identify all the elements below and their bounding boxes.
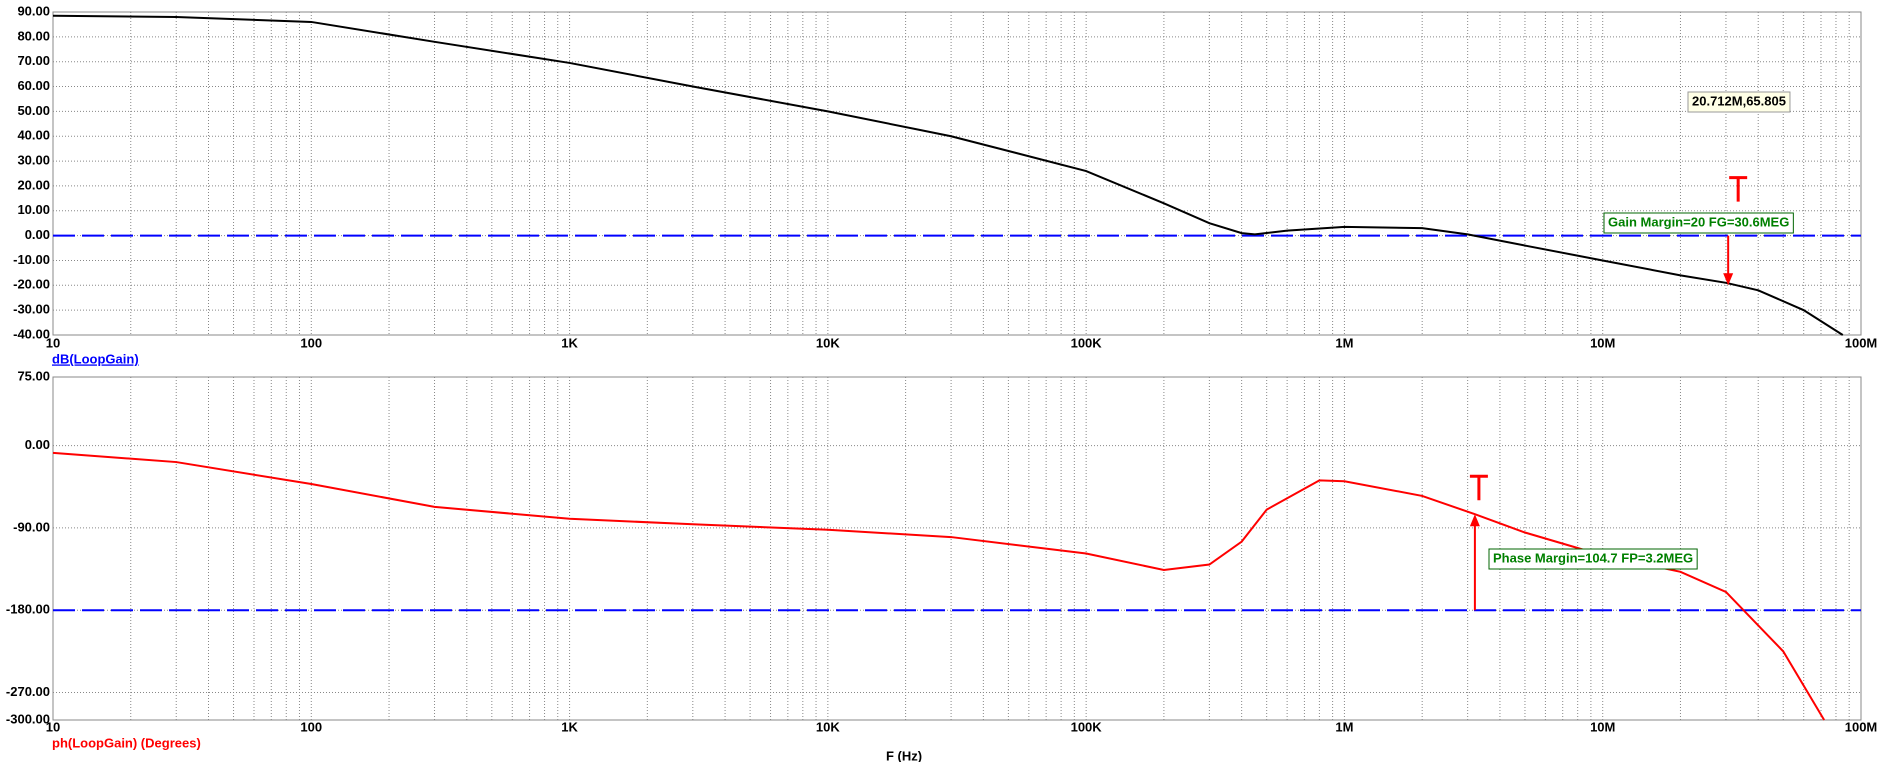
x-tick-label: 100: [300, 719, 322, 734]
cursor-icon: [1469, 474, 1488, 501]
x-tick-label: 100M: [1845, 719, 1878, 734]
y-tick-label: 40.00: [17, 128, 50, 143]
y-tick-label: 75.00: [17, 368, 50, 383]
annotation: Phase Margin=104.7 FP=3.2MEG: [1488, 548, 1698, 570]
y-tick-label: -90.00: [13, 519, 50, 534]
annotation-text: 20.712M,65.805: [1692, 93, 1786, 108]
x-tick-label: 1M: [1335, 719, 1353, 734]
x-tick-label: 1M: [1335, 335, 1353, 350]
y-tick-label: -10.00: [13, 252, 50, 267]
annotation-text: Gain Margin=20 FG=30.6MEG: [1608, 214, 1789, 229]
plot-frame: [52, 376, 1862, 721]
x-tick-label: 100K: [1071, 719, 1103, 734]
x-tick-label: 10K: [816, 719, 840, 734]
x-tick-label: 10K: [816, 335, 840, 350]
annotation-box: [1603, 212, 1794, 234]
x-tick-label: 10M: [1590, 335, 1615, 350]
series-line: [52, 451, 1826, 721]
y-tick-label: -300.00: [6, 711, 50, 726]
x-tick-label: 10M: [1590, 719, 1615, 734]
x-tick-label: 1K: [561, 719, 578, 734]
annotation-text: Phase Margin=104.7 FP=3.2MEG: [1493, 550, 1693, 565]
x-tick-label: 100M: [1845, 335, 1878, 350]
y-tick-label: 80.00: [17, 28, 50, 43]
y-tick-label: 90.00: [17, 3, 50, 18]
annotation: Gain Margin=20 FG=30.6MEG: [1603, 212, 1794, 234]
y-tick-label: -180.00: [6, 602, 50, 617]
annotation: 20.712M,65.805: [1687, 91, 1791, 113]
plot-frame: [52, 11, 1862, 336]
y-tick-label: 0.00: [25, 437, 50, 452]
x-axis-label: F (Hz): [886, 748, 922, 762]
y-tick-label: 60.00: [17, 78, 50, 93]
y-tick-label: 50.00: [17, 103, 50, 118]
y-tick-label: 0.00: [25, 227, 50, 242]
x-tick-label: 100K: [1071, 335, 1103, 350]
y-tick-label: -30.00: [13, 302, 50, 317]
y-tick-label: 10.00: [17, 202, 50, 217]
x-tick-label: 100: [300, 335, 322, 350]
y-tick-label: 70.00: [17, 53, 50, 68]
y-tick-label: -270.00: [6, 684, 50, 699]
y-tick-label: 20.00: [17, 177, 50, 192]
x-tick-label: 10: [46, 335, 60, 350]
y-tick-label: -40.00: [13, 326, 50, 341]
series-label: dB(LoopGain): [52, 351, 139, 366]
annotation-box: [1687, 91, 1791, 113]
annotation-box: [1488, 548, 1698, 570]
y-tick-label: 30.00: [17, 153, 50, 168]
series-line: [52, 14, 1844, 336]
cursor-icon: [1729, 176, 1748, 202]
arrow-head: [1469, 514, 1480, 527]
y-tick-label: -20.00: [13, 277, 50, 292]
x-tick-label: 10: [46, 719, 60, 734]
arrow-head: [1723, 273, 1734, 286]
x-tick-label: 1K: [561, 335, 578, 350]
series-label: ph(LoopGain) (Degrees): [52, 735, 201, 750]
